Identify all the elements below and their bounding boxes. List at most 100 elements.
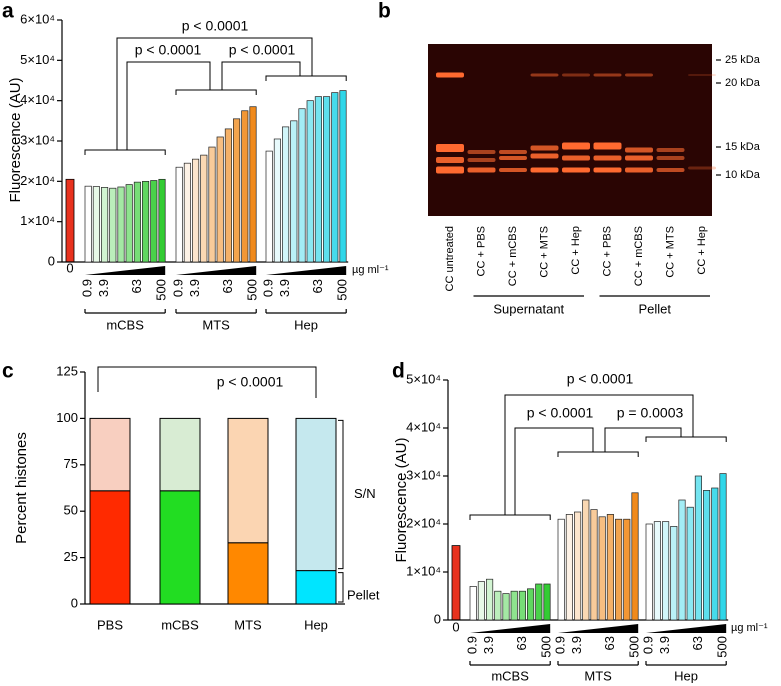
- y-tick-label: 4×10⁴: [20, 92, 55, 107]
- x-tick-label: 0: [66, 260, 73, 275]
- x-tick-label: 0.9: [171, 279, 186, 297]
- bar: [574, 511, 582, 621]
- gel-band: [656, 156, 685, 160]
- lane-label: CC + PBS: [475, 226, 487, 276]
- bar-segment: [159, 417, 201, 492]
- gel-band: [593, 73, 622, 77]
- group-bracket: [265, 75, 347, 81]
- bar: [133, 181, 141, 263]
- y-tick-label: 0: [434, 611, 441, 626]
- group-bracket: [469, 514, 551, 520]
- group-bracket: [84, 149, 166, 155]
- gel-band: [656, 168, 685, 172]
- bar: [670, 526, 678, 621]
- significance-bracket: [97, 366, 317, 398]
- y-axis-label: Fluorescence (AU): [393, 437, 410, 562]
- bar: [331, 92, 339, 263]
- p-value: p < 0.0001: [135, 42, 202, 58]
- bar: [339, 90, 347, 263]
- x-tick-label: 500: [626, 636, 641, 658]
- bar: [200, 154, 208, 263]
- bar: [653, 521, 661, 621]
- bar: [678, 499, 686, 621]
- bar: [711, 487, 719, 621]
- concentration-wedge: [470, 624, 551, 633]
- gel-band: [625, 155, 653, 161]
- x-tick-label: PBS: [97, 617, 123, 632]
- gel-band: [562, 167, 590, 173]
- x-tick-label: 63: [129, 279, 144, 293]
- bar: [323, 96, 331, 263]
- group-bracket: [175, 89, 257, 95]
- x-tick-label: 3.9: [187, 279, 202, 297]
- bar: [582, 499, 590, 621]
- concentration-wedge: [646, 624, 727, 633]
- bar: [224, 128, 232, 263]
- bar: [662, 521, 670, 621]
- bar: [290, 120, 298, 263]
- gel-band: [562, 155, 590, 161]
- bar: [208, 146, 216, 263]
- p-value: p < 0.0001: [229, 42, 296, 58]
- x-tick-label: 3.9: [657, 636, 672, 654]
- gel-band: [467, 158, 496, 162]
- bar: [282, 126, 290, 263]
- x-tick-label: 500: [153, 279, 168, 301]
- y-tick-label: 0: [71, 595, 78, 610]
- bar: [543, 583, 551, 621]
- x-tick-label: 3.9: [277, 279, 292, 297]
- gel-band: [530, 167, 559, 173]
- gel-band: [436, 166, 464, 174]
- x-tick-label: 500: [714, 636, 729, 658]
- x-tick-label: 63: [690, 636, 705, 650]
- y-tick-label: 2×10⁴: [20, 173, 55, 188]
- series-bracket: [338, 572, 344, 603]
- y-tick-label: 50: [64, 503, 78, 518]
- bar: [694, 475, 702, 621]
- bar: [535, 583, 543, 621]
- x-tick-label: 0.9: [80, 279, 95, 297]
- bar: [233, 118, 241, 263]
- gel-band: [530, 145, 559, 151]
- lane-label: CC + mCBS: [507, 226, 519, 286]
- x-tick-label: 0.9: [641, 636, 656, 654]
- y-tick-label: 1×10⁴: [20, 213, 55, 228]
- gel-band: [562, 73, 590, 77]
- y-tick-label: 25: [64, 549, 78, 564]
- significance-bracket: [116, 37, 313, 150]
- y-tick-label: 1×10⁴: [406, 563, 441, 578]
- y-axis-label: Fluorescence (AU): [7, 77, 24, 202]
- concentration-wedge: [558, 624, 639, 633]
- p-value: p < 0.0001: [217, 374, 284, 390]
- gel-band: [562, 142, 590, 150]
- lane-label: CC + MTS: [538, 226, 550, 278]
- marker-label: 10 kDa: [725, 169, 761, 181]
- bar: [510, 590, 518, 621]
- bar-segment: [89, 490, 131, 605]
- x-tick-label: 0.9: [553, 636, 568, 654]
- bar: [477, 581, 485, 621]
- bar: [117, 186, 125, 263]
- bar: [615, 518, 623, 621]
- x-tick-label: mCBS: [161, 617, 199, 632]
- bar: [216, 136, 224, 263]
- y-tick-label: 5×10⁴: [406, 371, 441, 386]
- gel-band: [467, 150, 496, 154]
- bar: [125, 184, 133, 263]
- significance-bracket: [604, 427, 682, 452]
- y-tick-label: 6×10⁴: [20, 11, 55, 26]
- group-bracket: [645, 436, 727, 442]
- significance-bracket: [221, 61, 301, 90]
- x-tick-label: 3.9: [96, 279, 111, 297]
- panel-label: a: [2, 0, 14, 23]
- marker-label: 25 kDa: [725, 54, 761, 66]
- gel-band: [467, 167, 496, 173]
- bar-segment: [159, 490, 201, 605]
- lane-label: CC + Hep: [696, 226, 708, 275]
- concentration-wedge: [85, 266, 166, 275]
- y-tick-label: 5×10⁴: [20, 52, 55, 67]
- lane-label: CC + PBS: [601, 226, 613, 276]
- group-label: MTS: [202, 317, 230, 332]
- x-tick-label: 63: [310, 279, 325, 293]
